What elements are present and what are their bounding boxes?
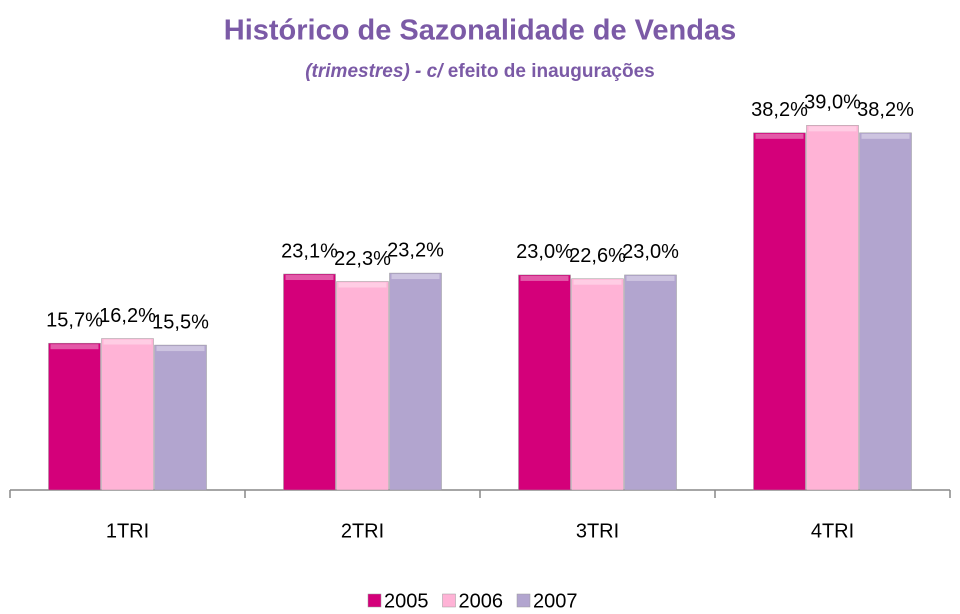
bar-highlight — [338, 282, 387, 288]
x-tick-label: 3TRI — [576, 520, 619, 542]
value-label: 16,2% — [99, 305, 156, 327]
legend-label: 2007 — [533, 590, 578, 612]
bar — [518, 274, 571, 491]
bar-highlight — [103, 339, 152, 345]
value-label: 15,5% — [152, 311, 209, 333]
bar — [336, 281, 389, 491]
bar-highlight — [755, 133, 804, 139]
bar-highlight — [50, 344, 99, 350]
value-label: 38,2% — [857, 99, 914, 121]
bar-highlight — [285, 275, 334, 281]
value-label: 38,2% — [751, 99, 808, 121]
bar — [806, 125, 859, 491]
bar — [753, 132, 806, 491]
legend-label: 2006 — [459, 590, 504, 612]
legend-label: 2005 — [384, 590, 429, 612]
value-label: 23,2% — [387, 239, 444, 261]
bar — [154, 344, 207, 491]
bar-highlight — [520, 275, 569, 281]
legend-swatch — [367, 593, 382, 608]
x-tick-label: 1TRI — [106, 520, 149, 542]
legend-swatch — [442, 593, 456, 608]
bar — [101, 338, 154, 491]
bar — [283, 273, 336, 491]
bar — [48, 342, 101, 491]
x-tick-label: 2TRI — [341, 520, 384, 542]
bar-highlight — [808, 126, 857, 132]
bar-highlight — [861, 133, 910, 139]
value-label: 22,6% — [569, 245, 626, 267]
value-label: 22,3% — [334, 248, 391, 270]
value-label: 23,0% — [622, 241, 679, 263]
legend-swatch — [516, 593, 531, 608]
bar — [859, 132, 912, 491]
bar — [571, 278, 624, 491]
bar-highlight — [156, 346, 205, 352]
x-tick-label: 4TRI — [811, 520, 854, 542]
value-label: 15,7% — [46, 309, 103, 331]
chart-subtitle: (trimestres) - c/ efeito de inaugurações — [305, 61, 655, 82]
chart-title: Histórico de Sazonalidade de Vendas — [224, 15, 736, 47]
subtitle-part: (trimestres) - c/ — [305, 61, 444, 82]
bar — [624, 274, 677, 491]
value-label: 23,0% — [516, 241, 573, 263]
bar-highlight — [391, 274, 440, 280]
subtitle-part: efeito de inaugurações — [448, 61, 655, 82]
bar — [389, 272, 442, 491]
bar-highlight — [573, 279, 622, 285]
bar-highlight — [626, 275, 675, 281]
value-label: 23,1% — [281, 240, 338, 262]
value-label: 39,0% — [804, 92, 861, 114]
